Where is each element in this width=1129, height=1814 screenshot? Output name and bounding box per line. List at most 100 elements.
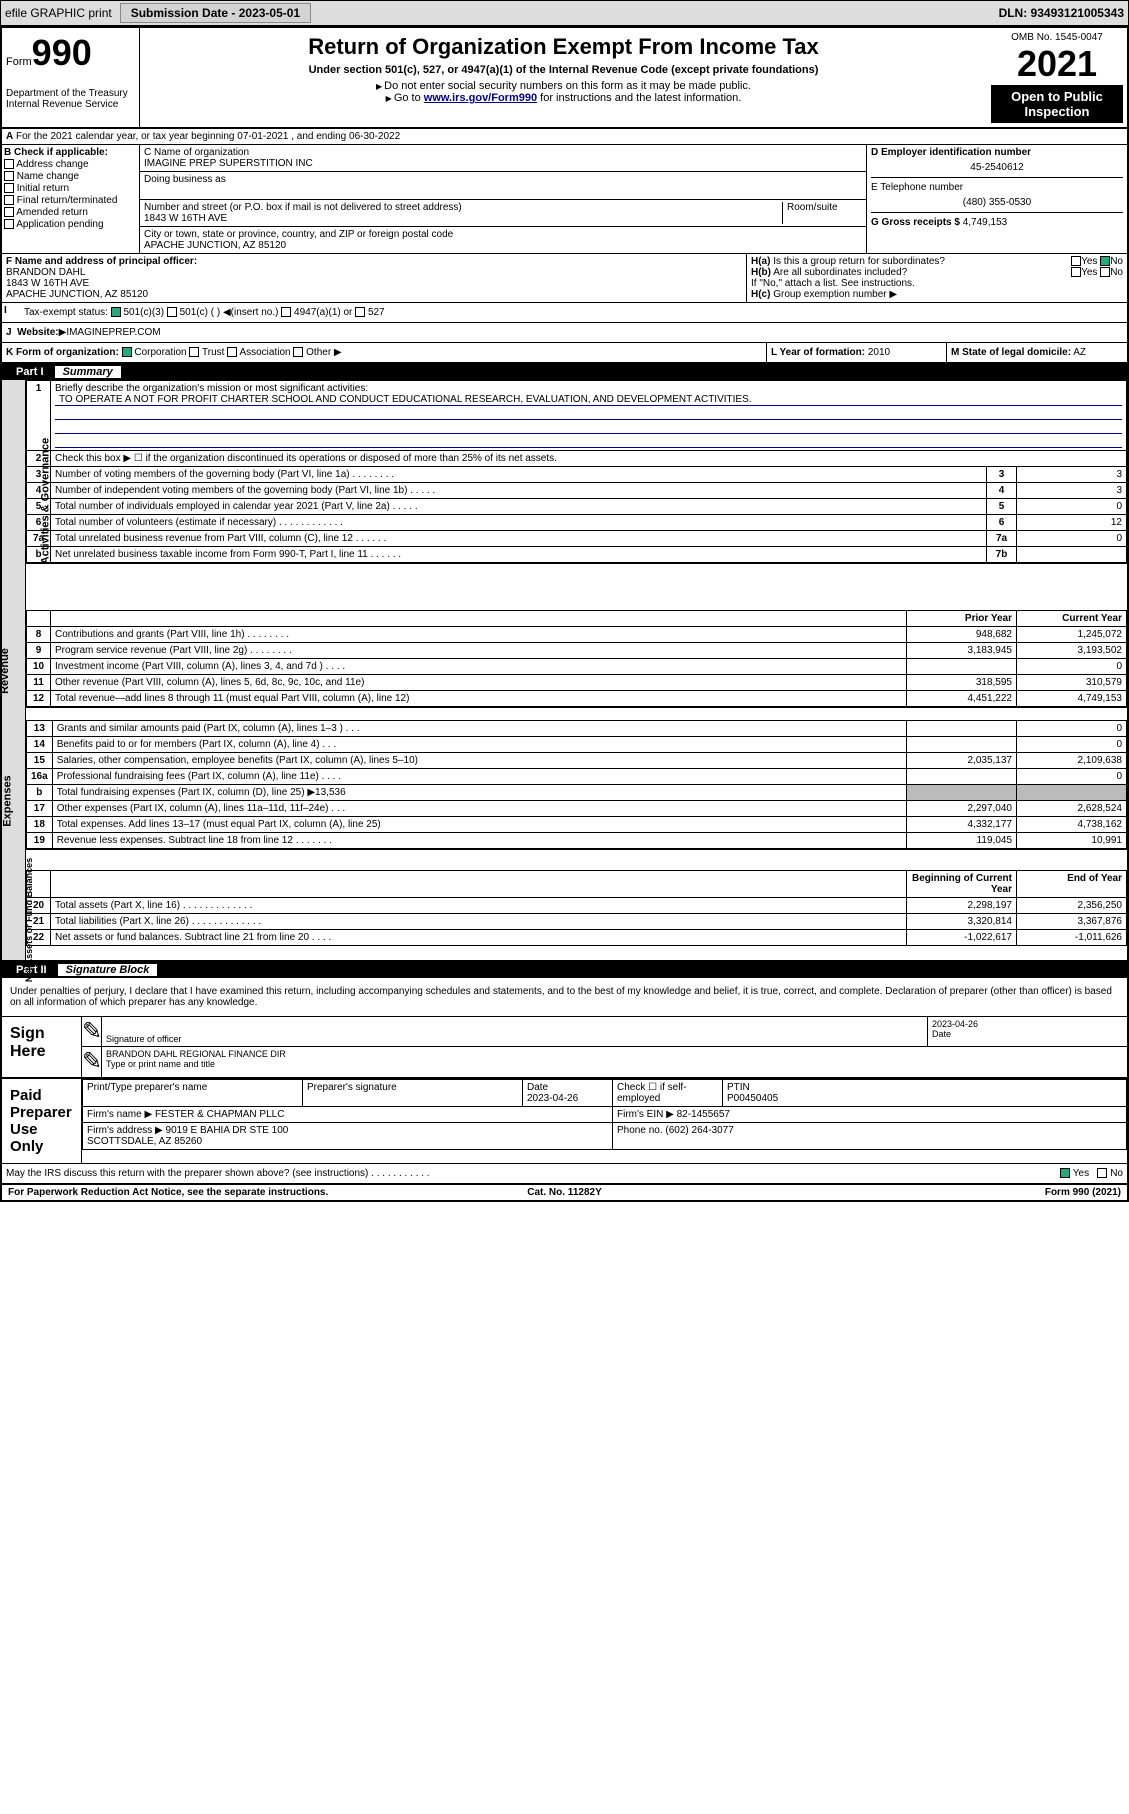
prepdate-val: 2023-04-26	[527, 1093, 608, 1104]
k-corp: Corporation	[134, 347, 186, 358]
checkbox-ha-no[interactable]	[1100, 256, 1110, 266]
checkbox-501c[interactable]	[167, 307, 177, 317]
q8: Contributions and grants (Part VIII, lin…	[55, 629, 245, 640]
side-governance: Activities & Governance	[2, 380, 26, 610]
checkbox-ha-yes[interactable]	[1071, 256, 1081, 266]
checkbox-corp[interactable]	[122, 347, 132, 357]
q6-label: Total number of volunteers (estimate if …	[55, 517, 276, 528]
i-501c3: 501(c)(3)	[123, 307, 164, 318]
checkbox-application[interactable]	[4, 219, 14, 229]
room-label: Room/suite	[782, 202, 862, 224]
form-prefix: Form	[6, 56, 32, 68]
checkbox-4947[interactable]	[281, 307, 291, 317]
checkbox-name-change[interactable]	[4, 171, 14, 181]
q20: Total assets (Part X, line 16)	[55, 900, 180, 911]
p11: 318,595	[907, 675, 1017, 691]
c16a: 0	[1017, 769, 1127, 785]
shade-16b-c	[1017, 785, 1127, 801]
revenue-table: Prior YearCurrent Year 8Contributions an…	[26, 610, 1127, 708]
p14	[907, 737, 1017, 753]
sign-here-label: Sign Here	[2, 1017, 82, 1077]
end-year-header: End of Year	[1017, 871, 1127, 898]
checkbox-discuss-no[interactable]	[1097, 1168, 1107, 1178]
j-label: Website:	[17, 327, 59, 338]
prep-sig-label: Preparer's signature	[303, 1080, 523, 1107]
firm-ein-label: Firm's EIN ▶	[617, 1109, 674, 1120]
c18: 4,738,162	[1017, 817, 1127, 833]
p20: 2,298,197	[907, 898, 1017, 914]
p16a	[907, 769, 1017, 785]
checkbox-trust[interactable]	[189, 347, 199, 357]
q10: Investment income (Part VIII, column (A)…	[55, 661, 323, 672]
checkbox-discuss-yes[interactable]	[1060, 1168, 1070, 1178]
i-label: Tax-exempt status:	[24, 307, 108, 318]
gross-receipts: 4,749,153	[963, 217, 1008, 228]
open-inspection-label: Open to Public Inspection	[991, 85, 1123, 123]
checkbox-501c3[interactable]	[111, 307, 121, 317]
b-addr: Address change	[16, 159, 88, 170]
discuss-no: No	[1110, 1168, 1123, 1179]
self-employed-check: Check ☐ if self-employed	[613, 1080, 723, 1107]
ptin-label: PTIN	[727, 1082, 1122, 1093]
arrow-icon	[376, 80, 384, 92]
c22: -1,011,626	[1017, 930, 1127, 946]
side-gov-label: Activities & Governance	[39, 438, 51, 565]
v4: 3	[1017, 483, 1127, 499]
g-label: G Gross receipts $	[871, 217, 960, 228]
v5: 0	[1017, 499, 1127, 515]
hb-label: Are all subordinates included?	[773, 267, 907, 278]
checkbox-other[interactable]	[293, 347, 303, 357]
h-note: If "No," attach a list. See instructions…	[751, 278, 1123, 289]
q12: Total revenue—add lines 8 through 11 (mu…	[55, 693, 409, 704]
side-revenue: Revenue	[2, 610, 26, 720]
section-c: C Name of organizationIMAGINE PREP SUPER…	[140, 145, 867, 253]
b-init: Initial return	[17, 183, 69, 194]
c13: 0	[1017, 721, 1127, 737]
section-d-e-g: D Employer identification number 45-2540…	[867, 145, 1127, 253]
sig-officer-label: Signature of officer	[106, 1034, 923, 1044]
goto-prefix: Go to	[394, 92, 424, 104]
submission-date-button[interactable]: Submission Date - 2023-05-01	[120, 3, 311, 23]
q3-label: Number of voting members of the governin…	[55, 469, 350, 480]
checkbox-hb-yes[interactable]	[1071, 267, 1081, 277]
officer-typed: BRANDON DAHL REGIONAL FINANCE DIR	[106, 1049, 1123, 1059]
checkbox-initial[interactable]	[4, 183, 14, 193]
p17: 2,297,040	[907, 801, 1017, 817]
side-expenses: Expenses	[2, 720, 26, 870]
q15: Salaries, other compensation, employee b…	[57, 755, 418, 766]
mission-blank-1	[55, 406, 1122, 420]
checkbox-hb-no[interactable]	[1100, 267, 1110, 277]
preparer-table: Print/Type preparer's name Preparer's si…	[82, 1079, 1127, 1150]
ha-label: Is this a group return for subordinates?	[773, 256, 945, 267]
year-formation: 2010	[868, 347, 890, 358]
checkbox-assoc[interactable]	[227, 347, 237, 357]
i-527: 527	[368, 307, 385, 318]
prepdate-label: Date	[527, 1082, 608, 1093]
irs-link[interactable]: www.irs.gov/Form990	[424, 92, 537, 104]
p10	[907, 659, 1017, 675]
sig-date-label: Date	[932, 1029, 1123, 1039]
p9: 3,183,945	[907, 643, 1017, 659]
efile-label: efile GRAPHIC print	[5, 6, 112, 20]
checkbox-final[interactable]	[4, 195, 14, 205]
prep-name-label: Print/Type preparer's name	[83, 1080, 303, 1107]
part-2-title: Signature Block	[58, 964, 158, 976]
officer-city: APACHE JUNCTION, AZ 85120	[6, 289, 742, 300]
k-label: K Form of organization:	[6, 347, 119, 358]
q19: Revenue less expenses. Subtract line 18 …	[57, 835, 293, 846]
firm-phone: (602) 264-3077	[665, 1125, 733, 1136]
v7b	[1017, 547, 1127, 564]
i-prefix: I	[2, 303, 20, 322]
c21: 3,367,876	[1017, 914, 1127, 930]
checkbox-527[interactable]	[355, 307, 365, 317]
declaration-text: Under penalties of perjury, I declare th…	[2, 978, 1127, 1017]
checkbox-address-change[interactable]	[4, 159, 14, 169]
form-footer-label: Form	[1045, 1187, 1073, 1198]
c20: 2,356,250	[1017, 898, 1127, 914]
ein-value: 45-2540612	[871, 158, 1123, 177]
part-2-header: Part II Signature Block	[2, 962, 1127, 978]
irs-label: Internal Revenue Service	[6, 99, 135, 110]
checkbox-amended[interactable]	[4, 207, 14, 217]
may-discuss-label: May the IRS discuss this return with the…	[6, 1168, 368, 1179]
p18: 4,332,177	[907, 817, 1017, 833]
